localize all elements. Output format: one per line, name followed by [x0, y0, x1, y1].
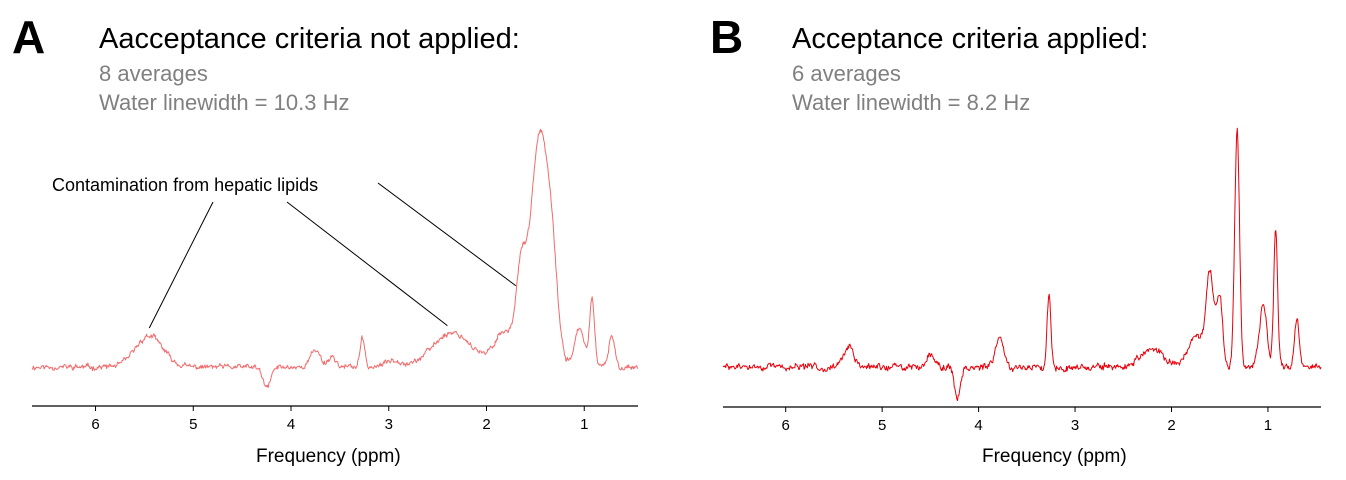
annotation-pointer: [286, 201, 448, 327]
panel-b: B Acceptance criteria applied: 6 average…: [673, 0, 1346, 480]
annotation-text: Contamination from hepatic lipids: [52, 175, 319, 195]
annotation-pointer: [377, 182, 517, 287]
x-tick-label: 3: [385, 416, 393, 433]
chart-title: Aacceptance criteria not applied:: [99, 23, 520, 55]
x-tick-label: 4: [974, 417, 982, 434]
chart-title: Acceptance criteria applied:: [792, 23, 1149, 55]
averages-label: 6 averages: [792, 61, 901, 86]
x-tick-label: 6: [782, 417, 790, 434]
x-axis-label: Frequency (ppm): [982, 446, 1127, 467]
spectrum-line: [722, 127, 1322, 401]
panel-label: B: [710, 11, 744, 63]
spectrum-plot-a: 6 5 4 3 2 1: [31, 128, 639, 433]
x-tick-label: 4: [287, 416, 295, 433]
x-tick-label: 2: [1167, 417, 1175, 434]
x-tick-label: 5: [189, 416, 197, 433]
panel-label: A: [12, 11, 46, 63]
spectrum-line: [31, 128, 639, 388]
spectrum-plot-b: 6 5 4 3 2 1: [722, 127, 1322, 434]
panel-a: A Aacceptance criteria not applied: 8 av…: [12, 11, 639, 467]
averages-label: 8 averages: [99, 61, 208, 86]
linewidth-label: Water linewidth = 8.2 Hz: [792, 90, 1031, 115]
linewidth-label: Water linewidth = 10.3 Hz: [99, 90, 350, 115]
x-tick-label: 6: [91, 416, 99, 433]
x-axis-label: Frequency (ppm): [256, 446, 401, 467]
annotation-pointer: [148, 201, 214, 329]
x-tick-label: 5: [878, 417, 886, 434]
x-tick-label: 3: [1071, 417, 1079, 434]
x-tick-label: 1: [580, 416, 588, 433]
x-tick-label: 1: [1264, 417, 1272, 434]
x-tick-label: 2: [482, 416, 490, 433]
